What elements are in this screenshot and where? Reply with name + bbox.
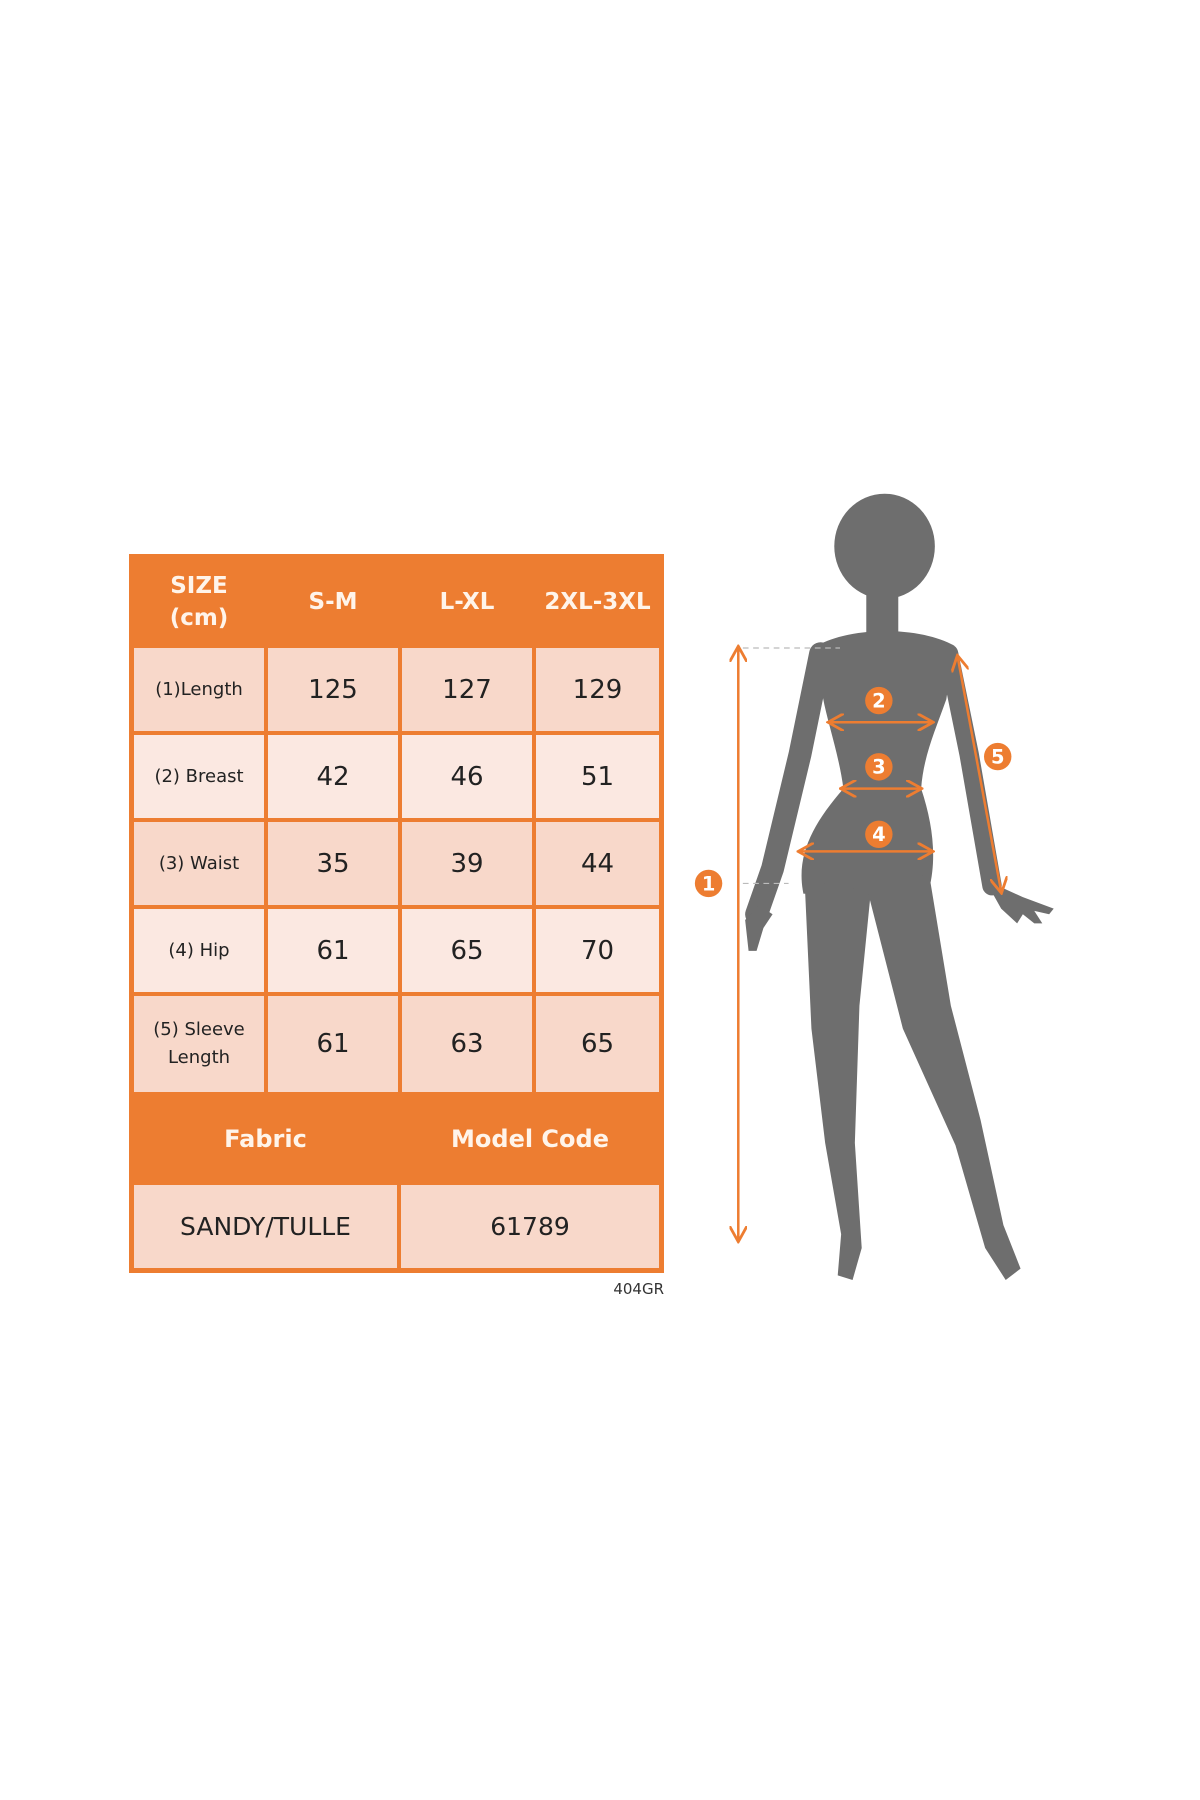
table-cell: 70 — [534, 907, 661, 994]
svg-text:3: 3 — [872, 756, 886, 779]
size-header-label: SIZE — [170, 572, 228, 599]
size-chart-table: SIZE (cm) S-M L-XL 2XL-3XL (1)Length 125… — [129, 554, 664, 1273]
guide-lines — [742, 647, 840, 884]
table-cell: 127 — [400, 646, 534, 733]
unit-header-label: (cm) — [169, 604, 229, 631]
table-cell: 44 — [534, 820, 661, 907]
fabric-header: Fabric — [224, 1124, 307, 1153]
table-cell: 65 — [400, 907, 534, 994]
table-row: (3) Waist 35 39 44 — [132, 820, 661, 907]
size-unit-header: SIZE (cm) — [132, 557, 266, 646]
measure-arrows — [738, 648, 1001, 1240]
size-header-row: SIZE (cm) S-M L-XL 2XL-3XL — [132, 557, 661, 646]
table-row: (1)Length 125 127 129 — [132, 646, 661, 733]
table-cell: 61 — [266, 994, 400, 1094]
size-column-header: S-M — [308, 588, 358, 615]
marker-5: 5 — [984, 742, 1012, 771]
table-cell: 42 — [266, 733, 400, 820]
table-row: (5) Sleeve Length 61 63 65 — [132, 994, 661, 1094]
table-cell: 129 — [534, 646, 661, 733]
table-cell: 65 — [534, 994, 661, 1094]
svg-text:2: 2 — [872, 689, 886, 712]
table-cell: 39 — [400, 820, 534, 907]
row-label: (3) Waist — [132, 820, 266, 907]
marker-1: 1 — [694, 869, 723, 898]
row-label: (2) Breast — [132, 733, 266, 820]
table-cell: 51 — [534, 733, 661, 820]
row-label: (5) Sleeve Length — [132, 994, 266, 1094]
marker-3: 3 — [865, 753, 893, 781]
svg-text:1: 1 — [702, 872, 716, 895]
info-header-row: Fabric Model Code — [132, 1094, 661, 1183]
product-code: 404GR — [613, 1280, 664, 1298]
model-code-value: 61789 — [399, 1183, 661, 1270]
table-cell: 63 — [400, 994, 534, 1094]
marker-4: 4 — [865, 820, 893, 848]
sleeve-arrow — [958, 657, 1001, 891]
table-cell: 61 — [266, 907, 400, 994]
row-label: (4) Hip — [132, 907, 266, 994]
table-cell: 35 — [266, 820, 400, 907]
size-column-header: L-XL — [439, 588, 495, 615]
svg-text:4: 4 — [872, 823, 886, 846]
table-row: (2) Breast 42 46 51 — [132, 733, 661, 820]
body-silhouette — [745, 493, 1054, 1280]
row-label: (1)Length — [132, 646, 266, 733]
table-cell: 125 — [266, 646, 400, 733]
measure-markers: 1 2 3 4 5 — [694, 686, 1012, 898]
marker-2: 2 — [865, 686, 893, 715]
info-row: SANDY/TULLE 61789 — [132, 1183, 661, 1270]
table-row: (4) Hip 61 65 70 — [132, 907, 661, 994]
model-code-header: Model Code — [451, 1124, 609, 1153]
table-cell: 46 — [400, 733, 534, 820]
svg-text:5: 5 — [991, 745, 1005, 768]
size-column-header: 2XL-3XL — [544, 588, 651, 615]
fabric-value: SANDY/TULLE — [132, 1183, 399, 1270]
